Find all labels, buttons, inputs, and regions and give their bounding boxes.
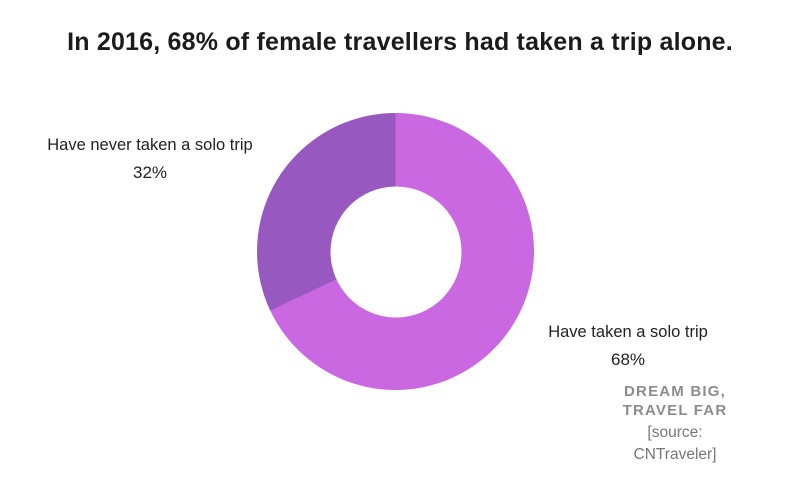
slice-label-never-solo-value: 32%: [132, 163, 168, 183]
source-attribution-line1: [source:: [647, 424, 703, 441]
donut-hole: [330, 186, 461, 317]
chart-title: In 2016, 68% of female travellers had ta…: [67, 28, 733, 56]
source-attribution-line2: CNTraveler]: [633, 446, 717, 464]
brand-watermark-line1: Dream big,: [624, 383, 726, 400]
brand-watermark-line2: Travel far: [622, 401, 728, 419]
slice-label-never-solo: Have never taken a solo trip 32%: [30, 131, 270, 188]
brand-watermark: Dream big, Travel far: [585, 383, 765, 421]
slice-label-have-solo: Have taken a solo trip 68%: [528, 318, 728, 375]
slice-label-never-solo-text: Have never taken a solo trip: [47, 136, 253, 154]
slice-label-have-solo-value: 68%: [610, 350, 646, 370]
donut-chart: [257, 113, 534, 390]
slice-label-have-solo-text: Have taken a solo trip: [548, 323, 708, 341]
source-attribution: [source: CNTraveler]: [585, 422, 765, 467]
